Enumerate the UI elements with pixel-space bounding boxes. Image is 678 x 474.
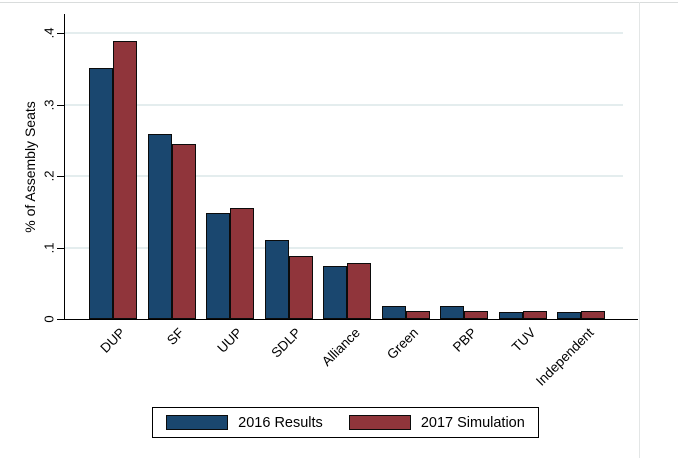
bar-2017-TUV [522, 311, 547, 319]
legend-swatch-2017 [348, 415, 411, 430]
y-tick-.3 [57, 104, 65, 106]
y-tick-0 [57, 319, 65, 320]
gridline-y-.3 [65, 103, 623, 106]
bar-2017-DUP [113, 41, 137, 319]
bar-2016-Green [381, 306, 406, 319]
bar-2016-UUP [206, 213, 230, 319]
bar-2017-Green [405, 311, 430, 319]
y-tick-label-text: .1 [41, 242, 57, 254]
bar-2017-PBP [464, 311, 488, 319]
y-tick-label-text: .2 [41, 170, 57, 182]
bar-2017-UUP [230, 208, 254, 319]
y-tick-.1 [57, 247, 65, 249]
y-tick-label-text: 0 [41, 315, 57, 323]
bar-2016-TUV [498, 312, 523, 319]
bar-2017-Alliance [347, 263, 371, 319]
bar-2017-Independent [581, 311, 605, 319]
x-tick-label-text: SF [164, 325, 188, 348]
gridline-y-.4 [65, 32, 623, 35]
x-tick-label-text: Alliance [318, 325, 363, 370]
gridline-y-.1 [65, 246, 623, 249]
x-tick-label-text: UUP [214, 325, 246, 356]
bar-2016-Independent [557, 312, 581, 319]
gridline-y-.2 [65, 175, 623, 178]
plot-area: 0 .1 .2 .3 .4 DUP SF UUP SDLP Alliance Green PBP TUV… [42, 14, 638, 389]
x-tick-label-text: Independent [532, 325, 597, 389]
y-tick-.4 [57, 33, 65, 35]
bar-2016-DUP [89, 68, 113, 319]
y-axis-title-text: % of Assembly Seats [22, 101, 38, 233]
bar-2016-SF [147, 134, 172, 319]
legend-item-2016: 2016 Results [166, 415, 323, 431]
bar-2017-SDLP [288, 256, 313, 319]
legend: 2016 Results 2017 Simulation [152, 407, 539, 438]
bar-2016-PBP [440, 306, 464, 319]
legend-item-2017: 2017 Simulation [348, 414, 525, 431]
bar-2016-Alliance [323, 266, 347, 319]
x-tick-label-text: SDLP [268, 325, 305, 361]
legend-swatch-2016 [166, 415, 229, 430]
x-tick-label-text: PBP [449, 325, 480, 355]
x-tick-label-text: TUV [508, 325, 539, 355]
y-tick-label-text: .3 [41, 99, 57, 111]
x-tick-label-text: Green [383, 325, 422, 363]
window-border-right [639, 2, 640, 458]
x-tick-label-text: DUP [97, 325, 129, 356]
y-tick-label-text: .4 [41, 27, 57, 39]
legend-label-2017: 2017 Simulation [420, 414, 525, 431]
window-border-top [0, 2, 678, 3]
y-tick-.2 [57, 176, 65, 178]
bar-2017-SF [171, 144, 196, 319]
legend-label-2016: 2016 Results [238, 414, 323, 431]
bar-2016-SDLP [264, 240, 289, 319]
